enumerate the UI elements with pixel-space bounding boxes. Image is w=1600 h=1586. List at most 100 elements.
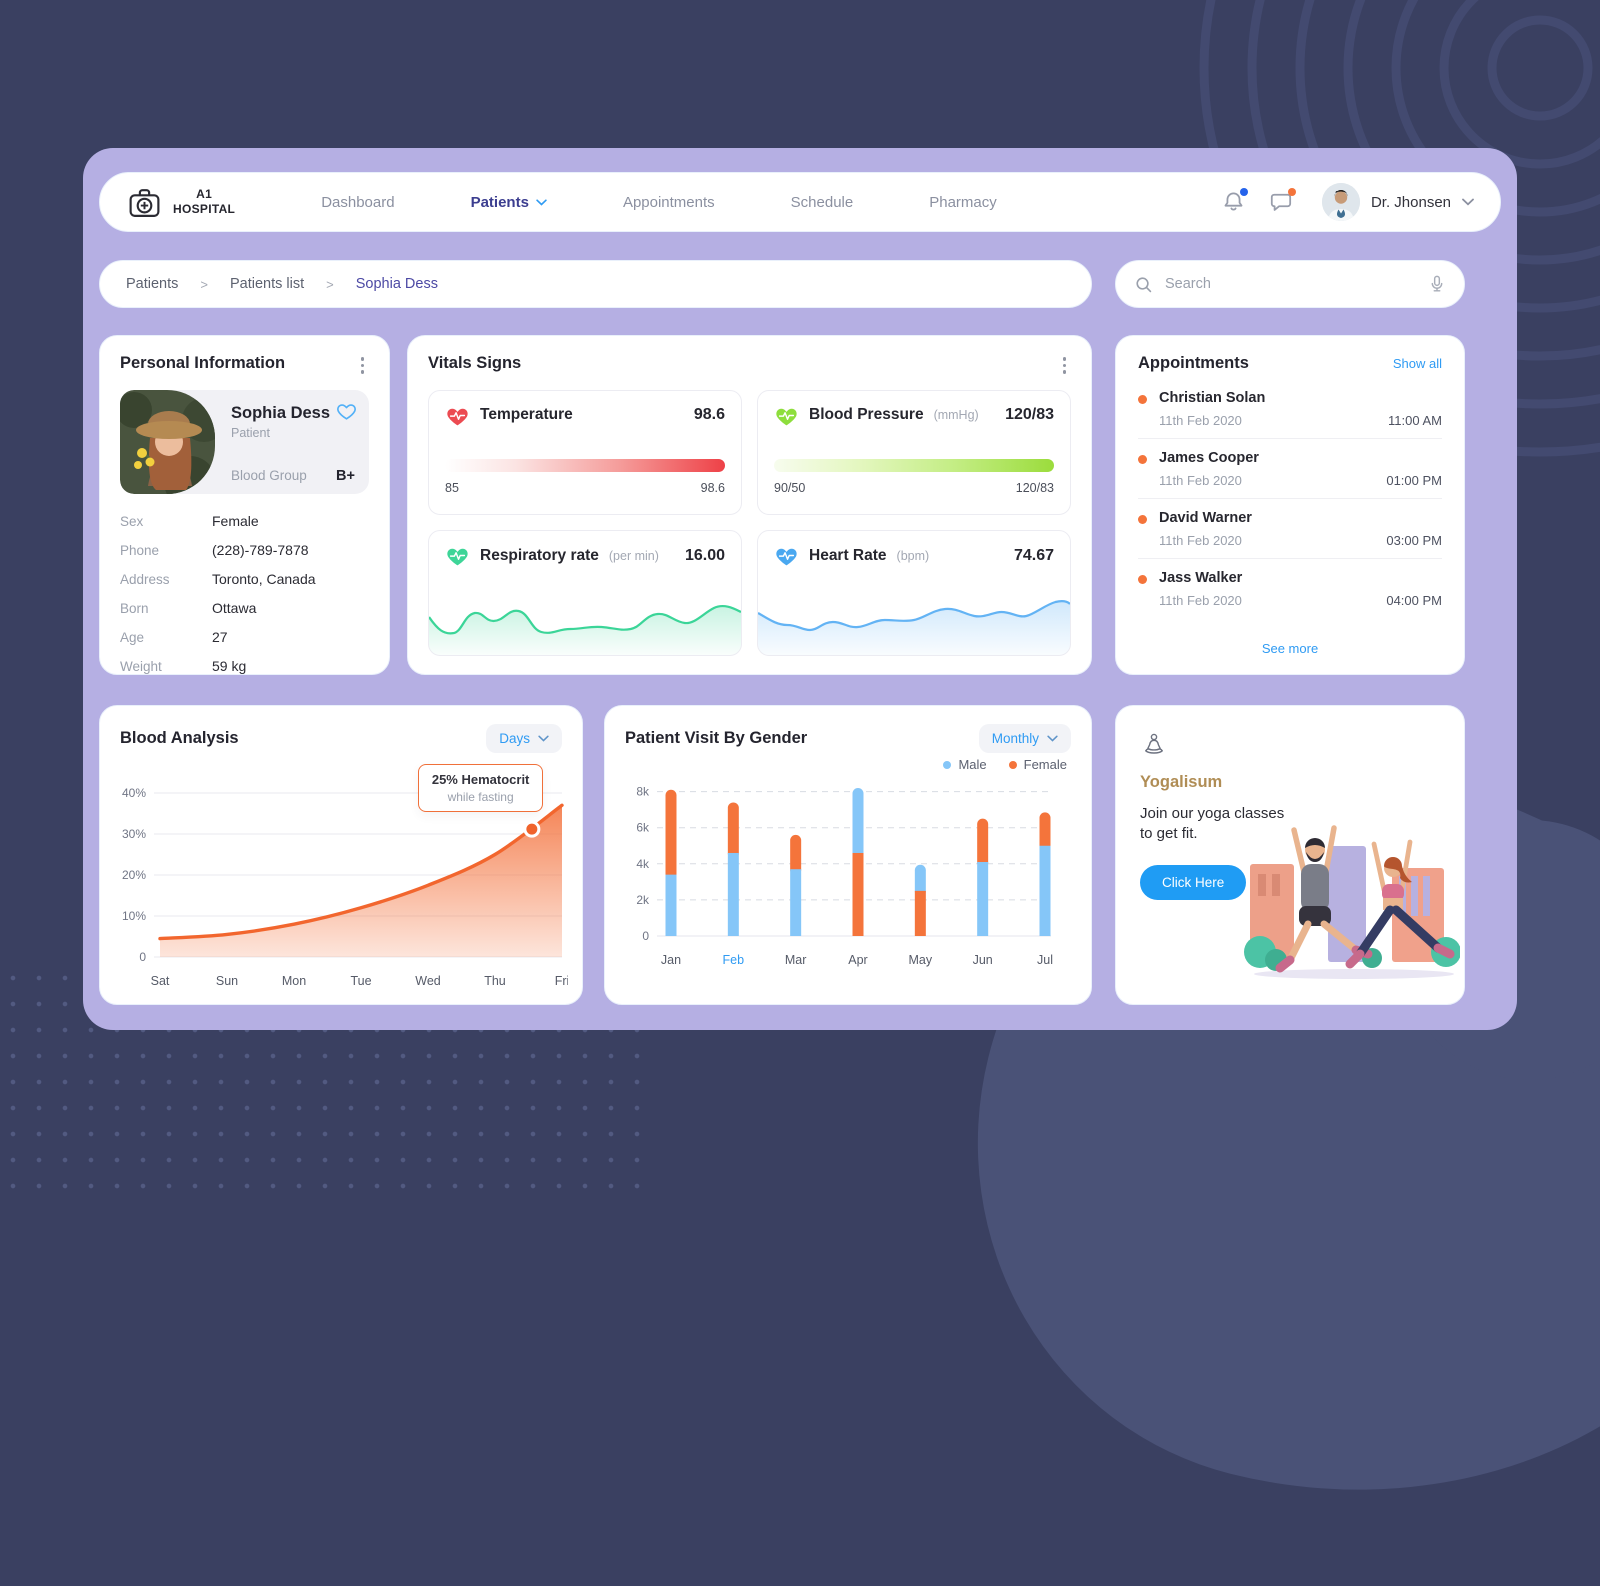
- notifications-button[interactable]: [1222, 188, 1248, 214]
- nav-item-dashboard[interactable]: Dashboard: [321, 193, 395, 211]
- heart-pulse-icon: [447, 408, 468, 425]
- lotus-icon: [1145, 733, 1163, 754]
- field-row: Age 27: [120, 629, 228, 645]
- blood-analysis-card: Blood Analysis Days 0 10% 20% 30% 40% Sat Sun M…: [99, 705, 583, 1005]
- main-nav: Dashboard Patients Appointments Schedule…: [321, 194, 997, 211]
- vitals-signs-title: Vitals Signs: [428, 354, 522, 372]
- personal-information-card: Personal Information: [99, 335, 390, 675]
- hospital-logo[interactable]: A1 HOSPITAL: [126, 184, 235, 221]
- breadcrumb: Patients > Patients list > Sophia Dess: [99, 260, 1092, 308]
- show-all-link[interactable]: Show all: [1392, 356, 1442, 371]
- more-options-icon[interactable]: [1058, 354, 1072, 377]
- svg-text:8k: 8k: [636, 785, 650, 799]
- patient-details: Sex Female Phone (228)-789-7878 Address Tor…: [120, 507, 369, 681]
- vitals-signs-card: Vitals Signs Temperature 98.6: [407, 335, 1092, 675]
- blood-analysis-title: Blood Analysis: [120, 729, 239, 747]
- field-row: Weight 59 kg: [120, 658, 247, 674]
- male-dot: [943, 760, 952, 769]
- top-navigation-bar: A1 HOSPITAL Dashboard Patients Appointme…: [99, 172, 1501, 232]
- svg-text:40%: 40%: [122, 786, 146, 800]
- svg-text:May: May: [909, 953, 933, 967]
- favorite-heart-icon[interactable]: [336, 402, 357, 426]
- microphone-icon[interactable]: [1428, 274, 1446, 294]
- chevron-down-icon: [536, 198, 547, 206]
- nav-item-schedule[interactable]: Schedule: [790, 193, 854, 211]
- field-row: Phone (228)-789-7878: [120, 542, 309, 558]
- temperature-tile: Temperature 98.6 85 98.6: [428, 389, 742, 516]
- svg-text:Jan: Jan: [661, 953, 681, 967]
- user-name: Dr. Jhonsen: [1370, 193, 1451, 211]
- appointments-card: Appointments Show all Christian Solan 11…: [1115, 335, 1465, 675]
- patient-summary: Sophia Dess Patient Blood Group B+: [120, 389, 369, 494]
- personal-information-title: Personal Information: [120, 354, 286, 372]
- svg-text:Sun: Sun: [216, 974, 238, 988]
- see-more-link[interactable]: See more: [1261, 641, 1319, 656]
- svg-text:4k: 4k: [636, 857, 650, 871]
- breadcrumb-patients[interactable]: Patients: [126, 276, 179, 292]
- patient-role: Patient: [231, 425, 270, 440]
- svg-text:Wed: Wed: [415, 974, 441, 988]
- appointments-title: Appointments: [1138, 354, 1249, 372]
- topbar-actions: Dr. Jhonsen: [1222, 183, 1474, 221]
- click-here-button[interactable]: Click Here: [1140, 864, 1247, 900]
- days-dropdown[interactable]: Days: [486, 724, 562, 753]
- heart-pulse-icon: [776, 548, 797, 566]
- heart-pulse-icon: [447, 548, 468, 566]
- svg-text:0: 0: [139, 950, 146, 964]
- patient-photo: [120, 389, 215, 494]
- patient-name: Sophia Dess: [231, 403, 331, 422]
- temperature-gradient-bar: [445, 458, 725, 472]
- hospital-name: A1 HOSPITAL: [173, 187, 236, 216]
- nav-item-appointments[interactable]: Appointments: [622, 193, 715, 211]
- user-profile[interactable]: Dr. Jhonsen: [1321, 183, 1474, 221]
- chevron-down-icon: [1462, 198, 1474, 206]
- search-input[interactable]: [1165, 276, 1416, 292]
- breadcrumb-separator: >: [200, 276, 208, 292]
- chart-legend: Male Female: [621, 757, 1075, 772]
- svg-text:0: 0: [642, 929, 649, 943]
- status-dot: [1138, 515, 1147, 524]
- appointment-row[interactable]: Christian Solan 11th Feb 2020 11:00 AM: [1138, 379, 1442, 438]
- blood-group-value: B+: [336, 467, 355, 484]
- bell-icon: [1224, 192, 1243, 211]
- svg-text:Jun: Jun: [973, 953, 993, 967]
- field-row: Sex Female: [120, 513, 259, 529]
- respiratory-sparkline: [429, 604, 741, 655]
- chevron-down-icon: [538, 735, 549, 742]
- legend-female: Female: [1008, 757, 1067, 772]
- svg-text:Thu: Thu: [484, 974, 506, 988]
- monthly-dropdown[interactable]: Monthly: [978, 724, 1071, 753]
- svg-text:Tue: Tue: [350, 974, 371, 988]
- heart-rate-tile: Heart Rate (bpm) 74.67: [757, 530, 1071, 656]
- svg-text:30%: 30%: [122, 827, 146, 841]
- breadcrumb-patients-list[interactable]: Patients list: [230, 276, 305, 292]
- nav-item-pharmacy[interactable]: Pharmacy: [929, 193, 997, 211]
- appointment-row[interactable]: David Warner 11th Feb 2020 03:00 PM: [1138, 498, 1442, 558]
- svg-text:6k: 6k: [636, 821, 650, 835]
- appointment-row[interactable]: Jass Walker 11th Feb 2020 04:00 PM: [1138, 558, 1442, 618]
- status-dot: [1138, 455, 1147, 464]
- chat-icon: [1270, 193, 1292, 211]
- heart-rate-sparkline: [758, 600, 1070, 655]
- legend-male: Male: [943, 757, 987, 772]
- gender-chart: 0 2k 4k 6k 8k Jan Feb Mar Apr May Jun Jul: [621, 774, 1075, 985]
- message-badge: [1287, 188, 1296, 196]
- svg-text:Feb: Feb: [723, 953, 745, 967]
- svg-text:Jul: Jul: [1037, 953, 1053, 967]
- svg-text:20%: 20%: [122, 868, 146, 882]
- appointment-row[interactable]: James Cooper 11th Feb 2020 01:00 PM: [1138, 438, 1442, 498]
- patient-visit-by-gender-card: Patient Visit By Gender Monthly Male Fem…: [604, 705, 1092, 1005]
- status-dot: [1138, 575, 1147, 584]
- field-row: Address Toronto, Canada: [120, 571, 316, 587]
- avatar: [1321, 183, 1360, 221]
- messages-button[interactable]: [1270, 188, 1296, 214]
- yoga-illustration: [1244, 825, 1460, 979]
- svg-text:Mon: Mon: [282, 974, 306, 988]
- more-options-icon[interactable]: [356, 354, 370, 377]
- female-dot: [1008, 760, 1017, 769]
- chevron-down-icon: [1047, 735, 1058, 742]
- nav-item-patients[interactable]: Patients: [471, 194, 547, 211]
- medical-bag-icon: [129, 188, 160, 217]
- svg-text:Sat: Sat: [151, 974, 170, 988]
- yoga-title: Yogalisum: [1140, 773, 1223, 791]
